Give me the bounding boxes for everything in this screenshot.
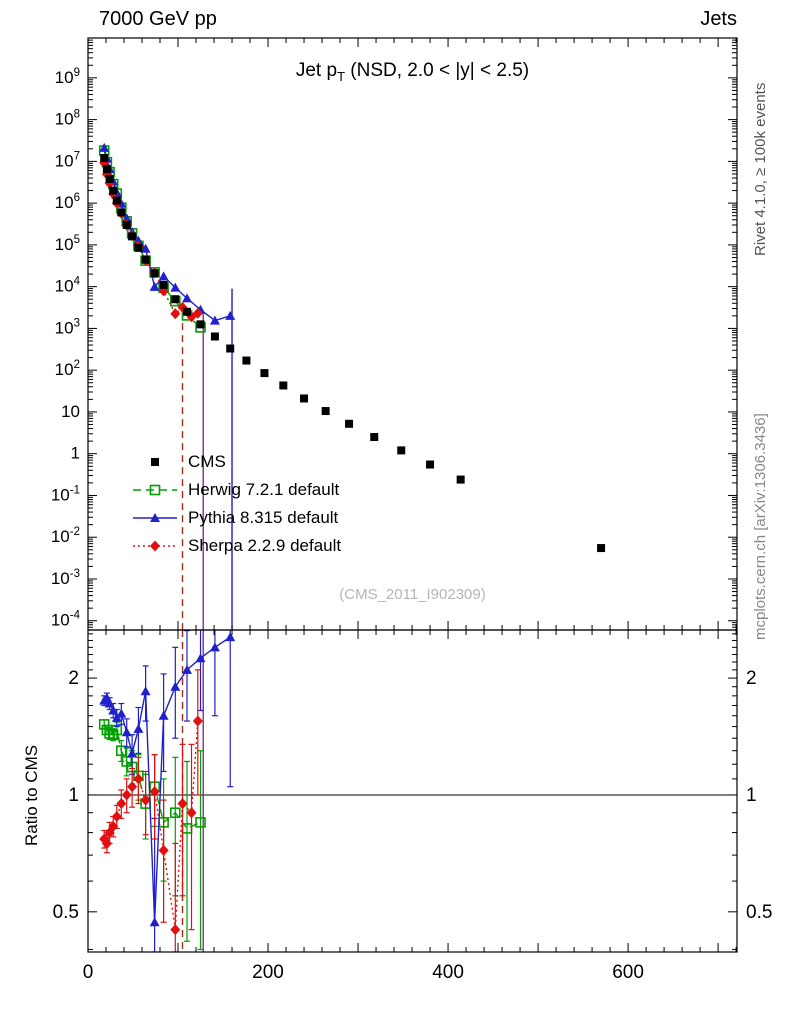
legend-label-pythia: Pythia 8.315 default <box>188 508 339 527</box>
legend-label-sherpa: Sherpa 2.2.9 default <box>188 536 342 555</box>
herwig-legend-marker-icon <box>133 484 177 496</box>
legend-item-herwig: Herwig 7.2.1 default <box>132 476 341 504</box>
y-tick-label: 109 <box>55 67 80 87</box>
ratio-tick-label-left: 0.5 <box>53 902 79 923</box>
series-pythia <box>99 142 236 325</box>
main-series-layer <box>98 142 606 630</box>
y-tick-label: 10 <box>61 402 80 421</box>
y-tick-label: 10-2 <box>51 526 80 546</box>
ratio-tick-label-right: 2 <box>746 668 757 689</box>
legend-item-sherpa: Sherpa 2.2.9 default <box>132 532 341 560</box>
y-tick-label: 104 <box>55 276 81 296</box>
plot-title-prefix: Jet p <box>295 60 338 81</box>
series-cms <box>100 154 606 553</box>
y-tick-label: 10-3 <box>51 568 80 588</box>
ratio-panel-frame <box>87 629 738 953</box>
legend-item-cms: CMS <box>132 448 341 476</box>
y-tick-label: 103 <box>55 317 80 337</box>
sherpa-legend-marker-icon <box>133 540 177 552</box>
plot-title-suffix: (NSD, 2.0 < |y| < 2.5) <box>345 60 530 81</box>
y-tick-label: 108 <box>55 109 80 129</box>
x-tick-label: 0 <box>83 962 94 983</box>
ratio-tick-label-left: 1 <box>68 785 79 806</box>
ratio-series-layer <box>88 630 737 952</box>
beam-energy-label: 7000 GeV pp <box>99 8 217 30</box>
pythia-legend-marker-icon <box>133 513 177 522</box>
ratio-tick-label-right: 1 <box>746 785 757 806</box>
analysis-group-label: Jets <box>700 8 737 30</box>
y-tick-label: 106 <box>55 192 80 212</box>
y-tick-label: 10-1 <box>51 484 80 504</box>
y-tick-label: 10-4 <box>51 610 81 630</box>
plot-title-subscript: T <box>337 68 346 84</box>
ratio-tick-label-left: 2 <box>68 668 79 689</box>
analysis-id-watermark: (CMS_2011_I902309) <box>339 586 486 603</box>
x-tick-label: 200 <box>252 962 284 983</box>
cms-legend-marker-icon <box>151 458 159 466</box>
plot-title: Jet pT (NSD, 2.0 < |y| < 2.5) <box>88 60 737 84</box>
rivet-version-label: Rivet 4.1.0, ≥ 100k events <box>752 82 769 256</box>
series-herwig <box>98 145 206 333</box>
legend-label-herwig: Herwig 7.2.1 default <box>188 480 340 499</box>
ratio-axis-title: Ratio to CMS <box>22 744 41 846</box>
x-tick-label: 600 <box>612 962 644 983</box>
legend-label-cms: CMS <box>188 452 226 471</box>
x-tick-label: 400 <box>432 962 464 983</box>
y-tick-label: 105 <box>55 234 80 254</box>
legend: CMS Herwig 7.2.1 default Pythia 8.315 defa… <box>132 448 341 560</box>
mcplots-reference-label: mcplots.cern.ch [arXiv:1306.3436] <box>752 413 769 640</box>
series-pythia <box>99 630 236 952</box>
ratio-tick-label-right: 0.5 <box>746 902 772 923</box>
legend-item-pythia: Pythia 8.315 default <box>132 504 341 532</box>
y-tick-label: 1 <box>71 444 80 463</box>
y-tick-label: 102 <box>55 359 80 379</box>
y-tick-label: 107 <box>55 150 80 170</box>
axes-layer: 0 200 400 60010-410-310-210-111010210310410… <box>51 37 772 983</box>
